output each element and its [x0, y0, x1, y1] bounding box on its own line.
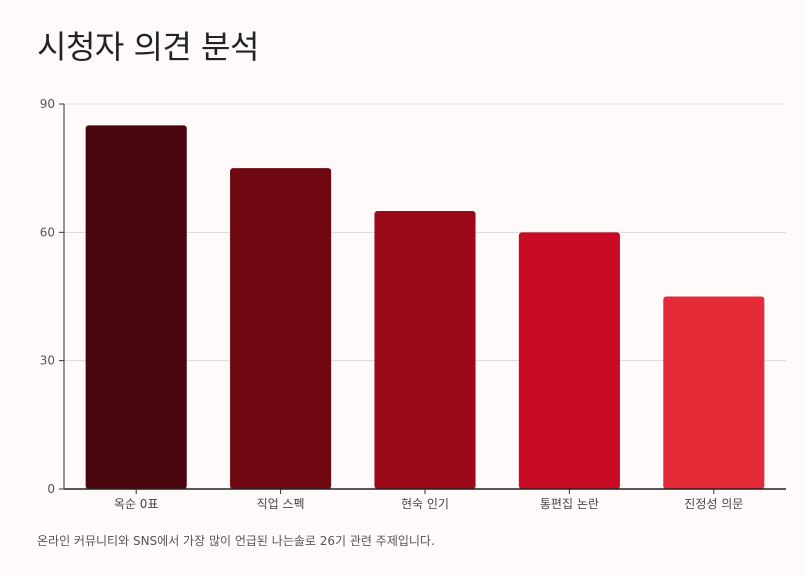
axes — [59, 103, 786, 494]
y-tick-label: 0 — [47, 482, 55, 496]
x-tick-label: 현숙 인기 — [401, 497, 449, 511]
x-tick-label: 진정성 의문 — [684, 497, 743, 511]
y-tick-label: 90 — [40, 97, 55, 111]
chart-title: 시청자 의견 분석 — [37, 28, 259, 66]
bar — [230, 168, 332, 489]
bar — [374, 210, 476, 489]
x-tick-label: 통편집 논란 — [540, 497, 599, 511]
bar — [663, 296, 765, 489]
axis-labels: 0 30 60 90 옥순 0표 직업 스펙 현숙 인기 통편집 논란 진정성 의문 — [40, 97, 744, 511]
chart-caption: 온라인 커뮤니티와 SNS에서 가장 많이 언급된 나는솔로 26기 관련 주제… — [37, 534, 435, 548]
bar — [85, 125, 187, 489]
y-tick-label: 30 — [40, 354, 55, 368]
bar — [518, 232, 620, 490]
bars — [85, 125, 765, 490]
x-tick-label: 직업 스펙 — [257, 497, 305, 511]
x-tick-label: 옥순 0표 — [114, 497, 159, 511]
y-tick-label: 60 — [40, 225, 55, 239]
